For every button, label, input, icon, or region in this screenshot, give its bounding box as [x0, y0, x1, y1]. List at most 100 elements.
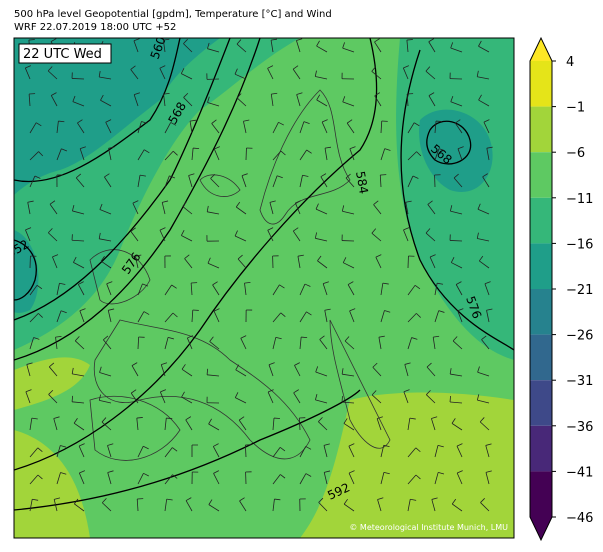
wind-barb-flag [53, 416, 60, 419]
wind-barb-flag [27, 200, 34, 203]
wind-barb-staff [164, 447, 173, 458]
wind-barb-flag [77, 119, 83, 124]
wind-barb-staff [29, 313, 39, 323]
wind-barb-staff [53, 499, 58, 512]
wind-barb-flag [481, 335, 487, 340]
wind-barb-flag [457, 146, 464, 150]
wind-barb-flag [476, 394, 480, 401]
wind-barb-staff [55, 337, 58, 350]
wind-barb-flag [184, 254, 190, 259]
wind-barb-flag [61, 148, 68, 152]
colorbar-tick-label: −6 [566, 146, 585, 161]
wind-barb-staff [267, 68, 274, 80]
wind-barb-staff [29, 175, 36, 188]
wind-barb-staff [406, 94, 409, 107]
wind-barb-flag [163, 92, 170, 95]
wind-barb-flag [411, 337, 418, 340]
wind-barb-flag [316, 40, 320, 47]
wind-barb-staff [434, 121, 437, 134]
wind-barb-staff [164, 337, 169, 350]
wind-barb-flag [79, 308, 86, 312]
wind-barb-staff [137, 175, 141, 188]
wind-barb-staff [29, 499, 33, 512]
wind-barb-flag [244, 281, 251, 284]
wind-barb-flag [375, 254, 382, 258]
wind-barb-flag [480, 498, 485, 503]
wind-barb-staff [185, 419, 193, 431]
wind-barb-flag [236, 93, 242, 99]
wind-barb-staff [454, 122, 463, 134]
wind-barb-staff [164, 418, 167, 431]
wind-barb-flag [484, 281, 491, 285]
wind-barb-staff [407, 175, 414, 188]
wind-barb-flag [106, 281, 113, 285]
wind-barb-flag [60, 445, 67, 448]
wind-barb-staff [342, 373, 355, 377]
wind-barb-staff [191, 148, 194, 161]
wind-barb-flag [378, 335, 385, 338]
wind-barb-staff [99, 76, 112, 80]
wind-barb-staff [404, 364, 409, 377]
wind-barb-staff [347, 284, 355, 296]
wind-barb-staff [236, 43, 247, 53]
wind-barb-flag [425, 228, 431, 234]
wind-barb-flag [98, 70, 101, 78]
wind-barb-staff [426, 366, 436, 377]
wind-barb-staff [272, 122, 279, 134]
wind-barb-staff [299, 446, 307, 458]
wind-barb-flag [320, 173, 327, 178]
wind-barb-staff [28, 94, 31, 107]
wind-barb-staff [269, 202, 274, 215]
wind-barb-staff [236, 206, 247, 215]
wind-barb-flag [343, 418, 348, 424]
colder-area [14, 38, 220, 195]
wind-barb-staff [99, 399, 112, 404]
wind-barb-flag [425, 66, 431, 72]
wind-barb-flag [450, 42, 454, 49]
wind-barb-flag [36, 284, 43, 290]
wind-barb-flag [243, 119, 250, 122]
wind-barb-flag [455, 119, 461, 124]
wind-barb-flag [159, 227, 166, 231]
wind-barb-flag [31, 417, 38, 420]
wind-barb-staff [212, 446, 220, 458]
wind-barb-staff [380, 148, 386, 161]
wind-barb-staff [47, 70, 58, 80]
wind-barb-staff [268, 364, 274, 377]
wind-barb-flag [296, 38, 303, 41]
wind-barb-flag [347, 281, 354, 285]
wind-barb-flag [296, 92, 303, 95]
wind-barb-staff [56, 148, 62, 161]
wind-barb-staff [456, 445, 463, 458]
wind-barb-staff [137, 336, 140, 350]
wind-barb-staff [345, 177, 355, 188]
wind-barb-staff [164, 474, 173, 485]
wind-barb-staff [321, 121, 328, 134]
wind-barb-staff [299, 283, 306, 296]
wind-barb-flag [314, 70, 317, 77]
colorbar-band [530, 289, 552, 335]
wind-barb-staff [164, 312, 174, 323]
time-label: 22 UTC Wed [23, 47, 102, 62]
wind-barb-flag [438, 148, 445, 152]
wind-barb-staff [292, 68, 301, 80]
wind-barb-flag [413, 122, 420, 127]
colorbar-band [530, 471, 552, 517]
colorbar-tick-label: −31 [566, 374, 593, 389]
wind-barb-flag [346, 119, 353, 124]
wind-barb-flag [133, 38, 140, 42]
wind-barb-staff [137, 121, 142, 134]
colorbar-tick-label: −36 [566, 420, 593, 435]
colorbar-tick-label: −46 [566, 511, 593, 526]
wind-barb-staff [181, 396, 193, 404]
wind-barb-flag [374, 38, 380, 43]
wind-barb-staff [101, 421, 112, 431]
wind-barb-flag [315, 203, 319, 210]
wind-barb-flag [47, 228, 53, 234]
wind-barb-staff [244, 444, 247, 458]
wind-barb-flag [371, 390, 377, 396]
wind-barb-staff [373, 204, 382, 215]
wind-barb-flag [47, 66, 53, 72]
wind-barb-flag [274, 498, 281, 501]
wind-barb-flag [318, 497, 324, 503]
